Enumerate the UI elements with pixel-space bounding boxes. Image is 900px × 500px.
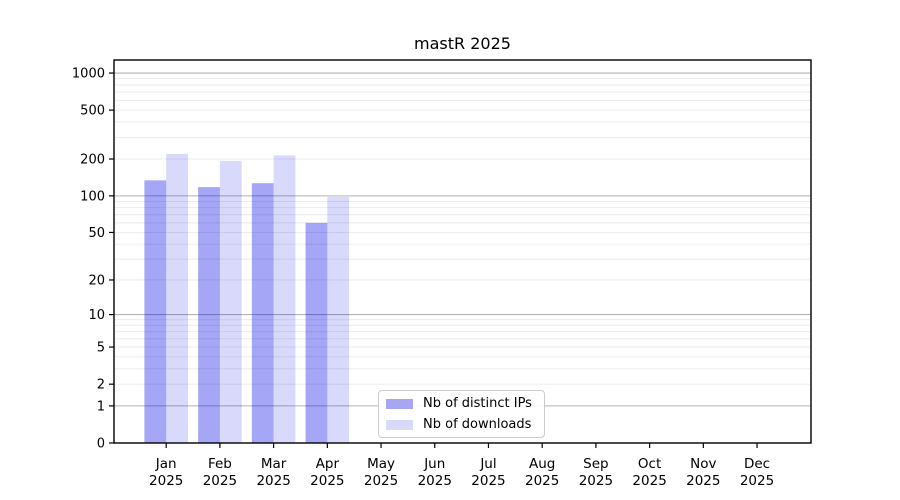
- x-axis-tick-label-year: 2025: [149, 473, 183, 489]
- x-axis-tick-label-year: 2025: [418, 473, 452, 489]
- x-axis-tick-label-month: Jul: [479, 456, 496, 472]
- y-axis-tick-label: 100: [80, 189, 105, 204]
- legend-item-downloads: Nb of downloads: [379, 417, 544, 432]
- plot-border: [113, 59, 812, 444]
- bar-feb-downloads: [219, 160, 242, 443]
- x-axis-tick-label-month: Nov: [690, 456, 716, 472]
- x-axis-tick-label-year: 2025: [740, 473, 774, 489]
- x-axis-tick-label-year: 2025: [471, 473, 505, 489]
- y-axis-tick-label: 0: [97, 437, 105, 452]
- y-axis-tick-label: 2: [97, 378, 105, 393]
- y-axis-tick-label: 5: [97, 341, 105, 356]
- y-axis-tick-label: 20: [88, 273, 105, 288]
- bar-mar-distinct-ips: [251, 183, 274, 443]
- y-axis-tick-label: 200: [80, 153, 105, 168]
- x-axis-tick-label-month: Feb: [208, 456, 232, 472]
- legend-label-downloads: Nb of downloads: [423, 417, 532, 432]
- x-axis-tick-label-year: 2025: [310, 473, 344, 489]
- x-axis-tick-label-year: 2025: [256, 473, 290, 489]
- x-axis-tick-label-year: 2025: [579, 473, 613, 489]
- y-axis-tick-label: 500: [80, 104, 105, 119]
- x-axis-tick-label-month: Dec: [744, 456, 770, 472]
- bar-apr-distinct-ips: [305, 222, 328, 443]
- bar-jan-downloads: [166, 153, 188, 443]
- legend: Nb of distinct IPs Nb of downloads: [378, 390, 545, 438]
- bar-mar-downloads: [273, 155, 296, 443]
- x-axis-tick-label-year: 2025: [203, 473, 237, 489]
- bar-apr-downloads: [327, 196, 350, 443]
- x-axis-tick-label-month: Jun: [423, 456, 445, 472]
- y-axis-tick-label: 1: [97, 399, 105, 414]
- legend-swatch-distinct-ips: [386, 398, 413, 409]
- legend-swatch-downloads: [386, 419, 413, 430]
- x-axis-tick-label-month: Mar: [261, 456, 287, 472]
- legend-label-distinct-ips: Nb of distinct IPs: [423, 396, 532, 411]
- x-axis-tick-label-year: 2025: [686, 473, 720, 489]
- y-axis-tick-label: 10: [88, 308, 105, 323]
- y-axis-tick-label: 50: [88, 226, 105, 241]
- x-axis-tick-label-year: 2025: [364, 473, 398, 489]
- x-axis-tick-label-month: May: [367, 456, 395, 472]
- bar-jan-distinct-ips: [144, 180, 167, 444]
- x-axis-tick-label-month: Sep: [583, 456, 608, 472]
- x-axis-tick-label-month: Apr: [316, 456, 340, 472]
- x-axis-tick-label-year: 2025: [525, 473, 559, 489]
- x-axis-tick-label-month: Oct: [638, 456, 661, 472]
- chart-title: mastR 2025: [414, 34, 511, 53]
- x-axis-tick-label-month: Aug: [529, 456, 555, 472]
- legend-item-distinct-ips: Nb of distinct IPs: [379, 396, 544, 411]
- bar-feb-distinct-ips: [198, 187, 220, 443]
- y-axis-tick-label: 1000: [72, 67, 105, 82]
- x-axis-tick-label-year: 2025: [632, 473, 666, 489]
- x-axis-tick-label-month: Jan: [155, 456, 177, 472]
